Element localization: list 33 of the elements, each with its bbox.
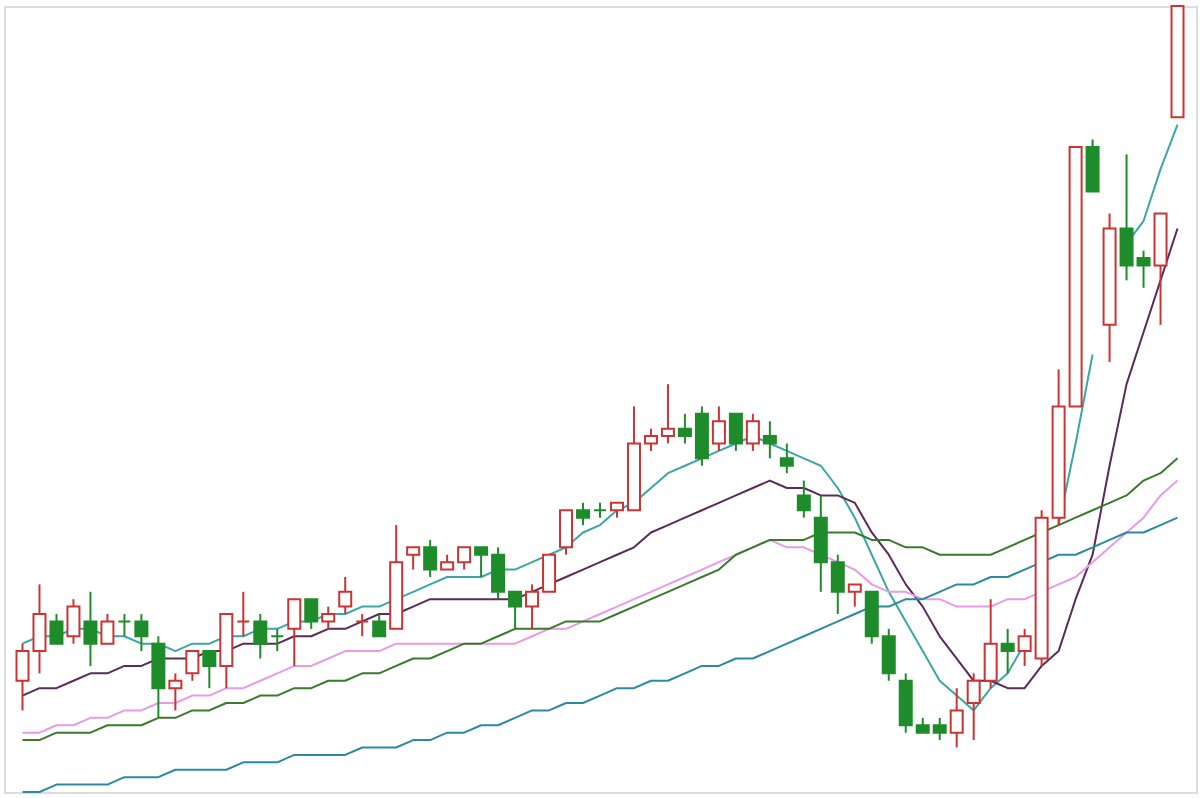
candlestick [355,613,370,638]
candlestick [711,405,726,452]
candlestick [134,613,149,653]
candlestick [83,590,98,667]
candlestick [1000,627,1015,675]
candlestick [66,598,81,645]
candlestick [423,538,438,578]
candlestick [100,613,115,645]
candlestick [847,583,862,608]
candlestick [949,687,964,749]
candlestick [270,627,285,653]
candlestick [559,509,574,556]
candlestick [287,598,302,667]
candlestick [304,598,319,630]
candlestick [236,590,251,638]
candlestick [253,613,268,660]
candlestick [762,420,777,460]
candlestick [168,672,183,712]
candlestick [151,635,166,719]
candlestick [796,479,811,519]
candlestick [49,613,64,645]
candlestick [185,650,200,682]
candlestick [372,613,387,638]
candlestick [728,412,743,452]
candlestick [779,442,794,475]
candlestick [321,605,336,630]
candlestick [576,501,591,527]
candlestick [745,412,760,452]
candlestick [1085,138,1100,193]
candlestick [117,613,132,638]
candlestick [406,546,421,571]
candlestick [338,575,353,616]
candlestick [202,650,217,690]
